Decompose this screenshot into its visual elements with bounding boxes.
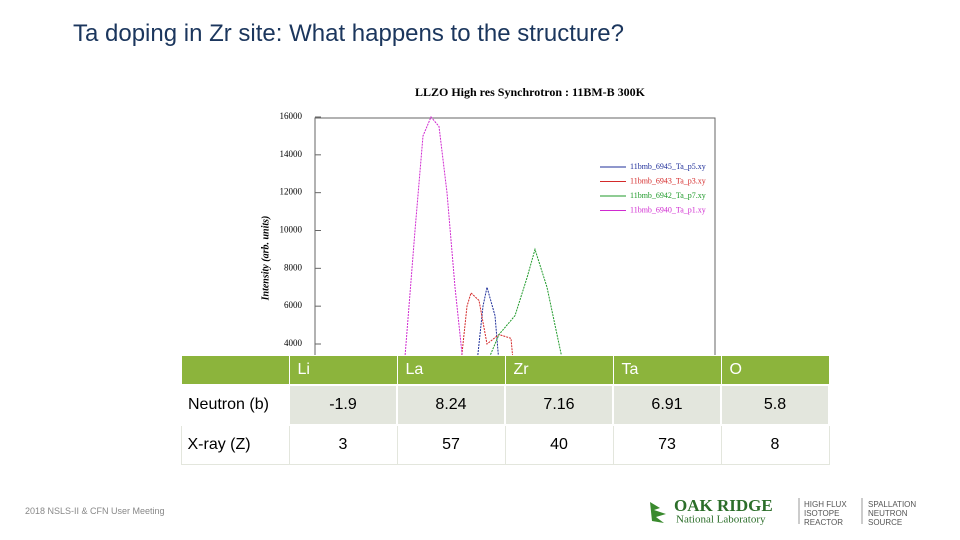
y-tick-label: 4000 (284, 338, 303, 348)
header-cell: La (396, 355, 506, 386)
table-cell: 73 (612, 424, 722, 465)
table-cell: 8 (720, 424, 830, 465)
y-axis-label: Intensity (arb. units) (260, 216, 271, 302)
table-row: Neutron (b) -1.9 8.24 7.16 6.91 5.8 (180, 384, 830, 426)
logo-hfir: HIGH FLUX (804, 500, 847, 509)
header-cell: Zr (504, 355, 614, 386)
logo-sub: National Laboratory (676, 514, 766, 526)
table-cell: 40 (504, 424, 614, 465)
chart-title: LLZO High res Synchrotron : 11BM-B 300K (415, 85, 646, 99)
y-tick-label: 16000 (280, 111, 303, 121)
header-cell: O (720, 355, 830, 386)
table-cell: 57 (396, 424, 506, 465)
logo-hfir: ISOTOPE (804, 509, 839, 518)
table-row: X-ray (Z) 3 57 40 73 8 (180, 424, 830, 465)
table-cell: 6.91 (612, 384, 722, 426)
series-line (486, 247, 568, 382)
header-cell (180, 355, 290, 386)
logo-sns: SPALLATION (868, 500, 916, 509)
data-table: Li La Zr Ta O Neutron (b) -1.9 8.24 7.16 6.91 5.8 X… (180, 355, 830, 465)
header-row: Li La Zr Ta O (180, 355, 830, 386)
table-cell: 5.8 (720, 384, 830, 426)
y-tick-label: 12000 (280, 187, 303, 197)
series-line (402, 116, 464, 382)
legend-label: 11bmb_6943_Ta_p3.xy (630, 176, 706, 185)
legend-label: 11bmb_6940_Ta_p1.xy (630, 205, 706, 214)
table-cell: -1.9 (288, 384, 398, 426)
logo-leaf (650, 502, 666, 523)
y-tick-label: 8000 (284, 262, 303, 272)
y-tick-label: 6000 (284, 300, 303, 310)
logo-sns: NEUTRON (868, 509, 908, 518)
plot-frame (314, 117, 716, 369)
row-label: X-ray (Z) (180, 424, 290, 465)
table-cell: 7.16 (504, 384, 614, 426)
logo: OAK RIDGE National Laboratory HIGH FLUXI… (650, 496, 916, 527)
series-line (458, 292, 516, 382)
y-tick-label: 10000 (280, 225, 303, 235)
logo-name: OAK RIDGE (674, 496, 773, 515)
legend-label: 11bmb_6945_Ta_p5.xy (630, 162, 706, 171)
table-cell: 3 (288, 424, 398, 465)
header-cell: Li (288, 355, 398, 386)
logo-sns: SOURCE (868, 518, 902, 527)
legend-label: 11bmb_6942_Ta_p7.xy (630, 191, 706, 200)
header-cell: Ta (612, 355, 722, 386)
logo-hfir: REACTOR (804, 518, 843, 527)
footer: 2018 NSLS-II & CFN User Meeting (25, 506, 165, 516)
table-cell: 8.24 (396, 384, 506, 426)
y-tick-label: 14000 (280, 149, 303, 159)
slide-title: Ta doping in Zr site: What happens to th… (73, 20, 624, 47)
row-label: Neutron (b) (180, 384, 290, 426)
